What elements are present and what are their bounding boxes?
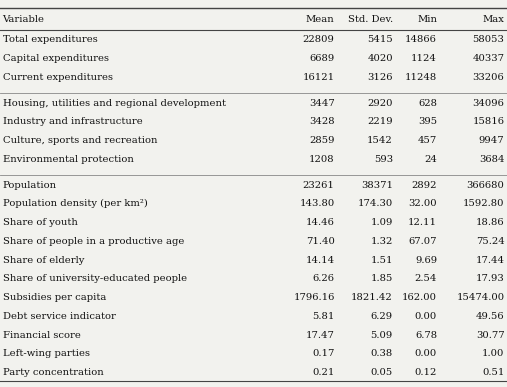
Text: Share of youth: Share of youth xyxy=(3,218,78,227)
Text: 0.38: 0.38 xyxy=(371,349,393,358)
Text: 5.09: 5.09 xyxy=(371,330,393,339)
Text: 593: 593 xyxy=(374,155,393,164)
Text: 6689: 6689 xyxy=(309,54,335,63)
Text: Left-wing parties: Left-wing parties xyxy=(3,349,90,358)
Text: Housing, utilities and regional development: Housing, utilities and regional developm… xyxy=(3,99,226,108)
Text: 18.86: 18.86 xyxy=(476,218,504,227)
Text: Population: Population xyxy=(3,180,57,189)
Text: 1208: 1208 xyxy=(309,155,335,164)
Text: 628: 628 xyxy=(418,99,437,108)
Text: Share of people in a productive age: Share of people in a productive age xyxy=(3,236,184,245)
Text: 1.85: 1.85 xyxy=(371,274,393,283)
Text: 0.21: 0.21 xyxy=(312,368,335,377)
Text: 143.80: 143.80 xyxy=(299,199,335,208)
Text: 32.00: 32.00 xyxy=(409,199,437,208)
Text: 17.93: 17.93 xyxy=(476,274,504,283)
Text: 366680: 366680 xyxy=(466,180,504,189)
Text: 58053: 58053 xyxy=(473,35,504,45)
Text: 6.78: 6.78 xyxy=(415,330,437,339)
Text: 34096: 34096 xyxy=(473,99,504,108)
Text: 1821.42: 1821.42 xyxy=(351,293,393,302)
Text: 1.00: 1.00 xyxy=(482,349,504,358)
Text: Subsidies per capita: Subsidies per capita xyxy=(3,293,106,302)
Text: 0.00: 0.00 xyxy=(415,312,437,320)
Text: 0.12: 0.12 xyxy=(415,368,437,377)
Text: 67.07: 67.07 xyxy=(409,236,437,245)
Text: 1796.16: 1796.16 xyxy=(293,293,335,302)
Text: 0.05: 0.05 xyxy=(371,368,393,377)
Text: 3447: 3447 xyxy=(309,99,335,108)
Text: 3126: 3126 xyxy=(368,73,393,82)
Text: 2892: 2892 xyxy=(412,180,437,189)
Text: 395: 395 xyxy=(418,117,437,126)
Text: 22809: 22809 xyxy=(303,35,335,45)
Text: 49.56: 49.56 xyxy=(476,312,504,320)
Text: Variable: Variable xyxy=(3,15,45,24)
Text: 1124: 1124 xyxy=(411,54,437,63)
Text: Industry and infrastructure: Industry and infrastructure xyxy=(3,117,142,126)
Text: Capital expenditures: Capital expenditures xyxy=(3,54,108,63)
Text: 11248: 11248 xyxy=(405,73,437,82)
Text: 17.47: 17.47 xyxy=(306,330,335,339)
Text: 14.46: 14.46 xyxy=(306,218,335,227)
Text: 15474.00: 15474.00 xyxy=(456,293,504,302)
Text: 16121: 16121 xyxy=(303,73,335,82)
Text: 2920: 2920 xyxy=(368,99,393,108)
Text: 5.81: 5.81 xyxy=(312,312,335,320)
Text: Max: Max xyxy=(483,15,504,24)
Text: 33206: 33206 xyxy=(473,73,504,82)
Text: 9947: 9947 xyxy=(479,136,504,145)
Text: 1592.80: 1592.80 xyxy=(463,199,504,208)
Text: Mean: Mean xyxy=(306,15,335,24)
Text: Share of university-educated people: Share of university-educated people xyxy=(3,274,187,283)
Text: 6.29: 6.29 xyxy=(371,312,393,320)
Text: Min: Min xyxy=(417,15,437,24)
Text: Debt service indicator: Debt service indicator xyxy=(3,312,116,320)
Text: 3684: 3684 xyxy=(479,155,504,164)
Text: 14866: 14866 xyxy=(405,35,437,45)
Text: 1.32: 1.32 xyxy=(371,236,393,245)
Text: Population density (per km²): Population density (per km²) xyxy=(3,199,148,208)
Text: Total expenditures: Total expenditures xyxy=(3,35,97,45)
Text: Culture, sports and recreation: Culture, sports and recreation xyxy=(3,136,157,145)
Text: 6.26: 6.26 xyxy=(313,274,335,283)
Text: 3428: 3428 xyxy=(309,117,335,126)
Text: Std. Dev.: Std. Dev. xyxy=(348,15,393,24)
Text: 4020: 4020 xyxy=(367,54,393,63)
Text: Party concentration: Party concentration xyxy=(3,368,103,377)
Text: 1542: 1542 xyxy=(367,136,393,145)
Text: Current expenditures: Current expenditures xyxy=(3,73,113,82)
Text: Environmental protection: Environmental protection xyxy=(3,155,133,164)
Text: 23261: 23261 xyxy=(303,180,335,189)
Text: Share of elderly: Share of elderly xyxy=(3,255,84,264)
Text: 2859: 2859 xyxy=(309,136,335,145)
Text: 5415: 5415 xyxy=(367,35,393,45)
Text: 30.77: 30.77 xyxy=(476,330,504,339)
Text: 75.24: 75.24 xyxy=(476,236,504,245)
Text: 24: 24 xyxy=(424,155,437,164)
Text: 71.40: 71.40 xyxy=(306,236,335,245)
Text: 174.30: 174.30 xyxy=(357,199,393,208)
Text: 15816: 15816 xyxy=(473,117,504,126)
Text: 17.44: 17.44 xyxy=(476,255,504,264)
Text: 0.00: 0.00 xyxy=(415,349,437,358)
Text: 0.51: 0.51 xyxy=(482,368,504,377)
Text: 0.17: 0.17 xyxy=(312,349,335,358)
Text: 9.69: 9.69 xyxy=(415,255,437,264)
Text: 2219: 2219 xyxy=(367,117,393,126)
Text: 2.54: 2.54 xyxy=(415,274,437,283)
Text: 457: 457 xyxy=(418,136,437,145)
Text: 162.00: 162.00 xyxy=(402,293,437,302)
Text: Financial score: Financial score xyxy=(3,330,81,339)
Text: 12.11: 12.11 xyxy=(408,218,437,227)
Text: 38371: 38371 xyxy=(361,180,393,189)
Text: 40337: 40337 xyxy=(473,54,504,63)
Text: 14.14: 14.14 xyxy=(306,255,335,264)
Text: 1.09: 1.09 xyxy=(371,218,393,227)
Text: 1.51: 1.51 xyxy=(371,255,393,264)
